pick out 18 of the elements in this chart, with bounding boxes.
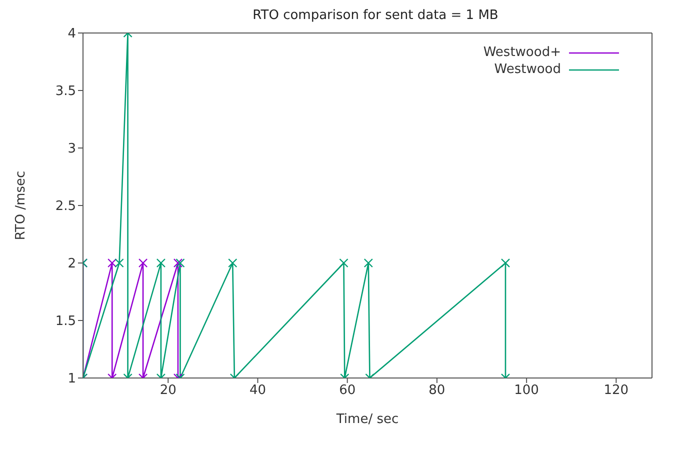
x-tick-label: 120 [604, 383, 629, 398]
x-tick-label: 60 [339, 383, 356, 398]
legend-label: Westwood [494, 61, 561, 78]
y-tick-label: 3.5 [55, 84, 76, 100]
legend-label: Westwood+ [483, 44, 561, 61]
y-tick-label: 2.5 [55, 199, 76, 214]
chart-title: RTO comparison for sent data = 1 MB [252, 8, 500, 23]
y-tick-label: 4 [68, 26, 76, 42]
y-tick-label: 3 [68, 142, 76, 157]
y-axis-title: RTO /msec [14, 170, 29, 240]
y-tick-label: 1 [68, 372, 76, 387]
x-tick-label: 40 [249, 383, 266, 398]
y-tick-label: 1.5 [55, 314, 76, 330]
x-tick-label: 20 [160, 383, 176, 398]
x-tick-label: 80 [428, 383, 446, 398]
x-tick-label: 100 [514, 383, 539, 398]
y-tick-label: 2 [68, 256, 76, 272]
x-axis-title: Time/ sec [335, 412, 399, 427]
